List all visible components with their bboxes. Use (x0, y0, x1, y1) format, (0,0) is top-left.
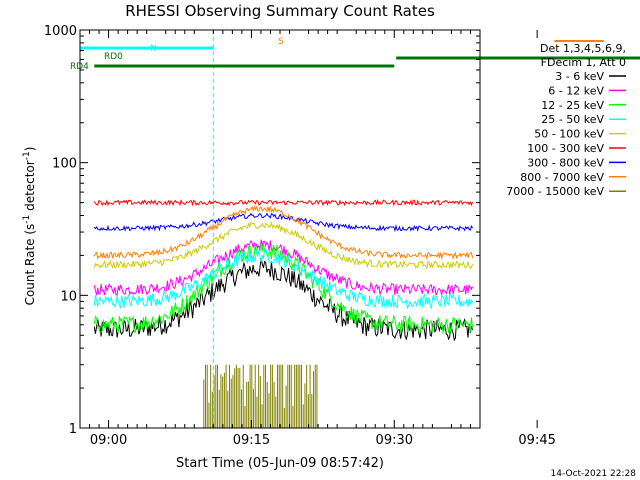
legend: Det 1,3,4,5,6,9, FDecim 1, Att 0 3 - 6 k… (506, 42, 626, 198)
legend-label-2: 12 - 25 keV (541, 99, 604, 112)
axes-group: NRD0RD4S110100100009:0009:1509:3009:4510… (44, 24, 640, 448)
y-axis-label: Count Rate (s-1 detector-1) (22, 147, 37, 306)
x-tick-label: 09:45 (518, 433, 555, 448)
timestamp-label: 14-Oct-2021 22:28 (551, 469, 637, 479)
legend-label-0: 3 - 6 keV (555, 70, 604, 83)
y-tick-label: 100 (52, 157, 77, 172)
x-tick-label: 09:30 (376, 433, 413, 448)
legend-label-6: 300 - 800 keV (527, 156, 604, 169)
legend-label-8: 7000 - 15000 keV (506, 185, 604, 198)
series-8-group (203, 364, 318, 428)
series-0-line (93, 258, 474, 342)
annotation-label-n: N (150, 44, 157, 54)
series-4-line (93, 221, 474, 270)
series-1-line (93, 239, 474, 297)
series-5-line (93, 198, 474, 207)
y-tick-label: 1 (69, 422, 77, 437)
x-axis-label: Start Time (05-Jun-09 08:57:42) (176, 456, 384, 471)
annotation-label-s: S (278, 37, 284, 47)
legend-label-3: 25 - 50 keV (541, 113, 604, 126)
legend-label-7: 800 - 7000 keV (520, 171, 604, 184)
x-tick-label: 09:15 (233, 433, 270, 448)
chart-title: RHESSI Observing Summary Count Rates (125, 2, 435, 20)
series-6-line (93, 212, 474, 233)
legend-label-1: 6 - 12 keV (548, 84, 604, 97)
y-tick-label: 1000 (44, 24, 77, 39)
legend-header-line-2: FDecim 1, Att 0 (541, 56, 626, 69)
annotation-label-rd0: RD0 (104, 52, 123, 62)
legend-label-5: 100 - 300 keV (527, 142, 604, 155)
series-3-line (93, 248, 474, 310)
x-tick-label: 09:00 (90, 433, 127, 448)
y-tick-label: 10 (60, 289, 77, 304)
legend-header-line-1: Det 1,3,4,5,6,9, (540, 42, 626, 55)
series-7-line (93, 204, 474, 261)
legend-label-4: 50 - 100 keV (534, 128, 604, 141)
plot-area (80, 30, 474, 428)
